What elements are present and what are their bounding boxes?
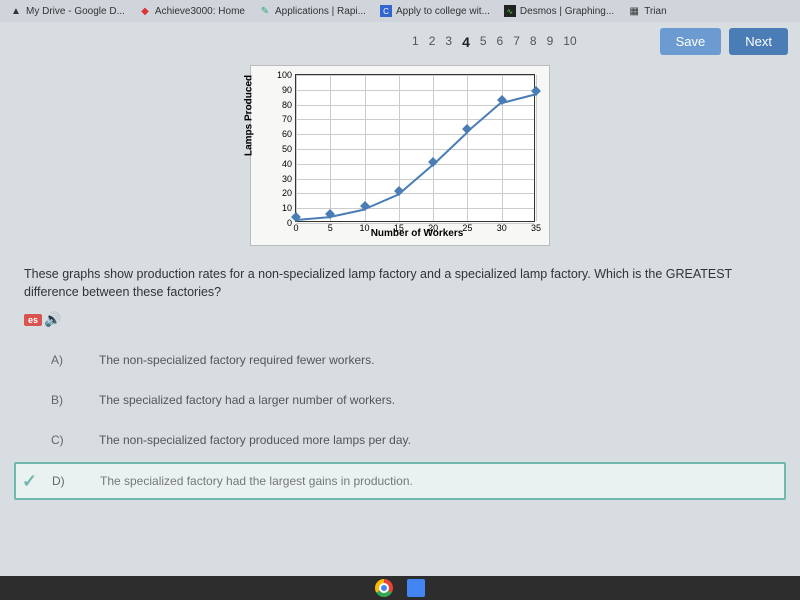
y-tick-label: 50	[282, 144, 292, 154]
x-tick-label: 30	[497, 223, 507, 233]
docs-icon[interactable]	[407, 579, 425, 597]
tab-label: Desmos | Graphing...	[520, 6, 614, 17]
tab-label: Apply to college wit...	[396, 6, 490, 17]
page-number[interactable]: 10	[563, 34, 576, 50]
question-pagination: 123456789 10	[412, 34, 577, 50]
y-tick-label: 80	[282, 100, 292, 110]
browser-tab[interactable]: ✎ Applications | Rapi...	[253, 3, 372, 19]
x-tick-label: 20	[428, 223, 438, 233]
x-tick-label: 5	[328, 223, 333, 233]
y-tick-label: 0	[287, 218, 292, 228]
y-tick-label: 30	[282, 174, 292, 184]
browser-tab[interactable]: ▲ My Drive - Google D...	[4, 3, 131, 19]
browser-tab-strip: ▲ My Drive - Google D... ◆ Achieve3000: Ho…	[0, 0, 800, 22]
answer-text: The specialized factory had the largest …	[100, 474, 413, 488]
answer-letter: B)	[51, 393, 71, 407]
page-number[interactable]: 2	[429, 34, 436, 50]
answer-option[interactable]: B) The specialized factory had a larger n…	[14, 382, 786, 418]
y-tick-label: 100	[277, 70, 292, 80]
answer-letter: D)	[52, 474, 72, 488]
y-tick-label: 60	[282, 129, 292, 139]
answer-text: The non-specialized factory produced mor…	[99, 433, 411, 447]
page-header: 123456789 10 Save Next	[0, 22, 800, 59]
answer-option[interactable]: C) The non-specialized factory produced m…	[14, 422, 786, 458]
app-icon: ✎	[259, 5, 271, 17]
page-number[interactable]: 6	[497, 34, 504, 50]
next-button[interactable]: Next	[729, 28, 788, 55]
y-tick-label: 70	[282, 114, 292, 124]
browser-tab[interactable]: ◆ Achieve3000: Home	[133, 3, 251, 19]
tab-label: Trian	[644, 6, 666, 17]
tab-label: Applications | Rapi...	[275, 6, 366, 17]
tab-label: Achieve3000: Home	[155, 6, 245, 17]
answer-letter: C)	[51, 433, 71, 447]
page-number[interactable]: 7	[513, 34, 520, 50]
tab-label: My Drive - Google D...	[26, 6, 125, 17]
y-tick-label: 10	[282, 203, 292, 213]
y-tick-label: 90	[282, 85, 292, 95]
audio-controls[interactable]: es 🔊	[24, 311, 61, 328]
chart-container: Lamps Produced 0102030405060708090100051…	[250, 65, 550, 246]
page-number[interactable]: 8	[530, 34, 537, 50]
page-number[interactable]: 3	[445, 34, 452, 50]
answer-text: The specialized factory had a larger num…	[99, 393, 395, 407]
page-number[interactable]: 4	[462, 34, 470, 50]
browser-tab[interactable]: ▦ Trian	[622, 3, 672, 19]
chart-y-axis-label: Lamps Produced	[244, 74, 255, 155]
achieve-icon: ◆	[139, 5, 151, 17]
language-badge: es	[24, 314, 42, 326]
save-button[interactable]: Save	[660, 28, 722, 55]
page-number[interactable]: 9	[547, 34, 554, 50]
x-tick-label: 10	[360, 223, 370, 233]
x-tick-label: 25	[462, 223, 472, 233]
college-icon: C	[380, 5, 392, 17]
x-tick-label: 15	[394, 223, 404, 233]
answer-list: A) The non-specialized factory required f…	[0, 342, 800, 500]
answer-letter: A)	[51, 353, 71, 367]
desmos-icon: ∿	[504, 5, 516, 17]
x-tick-label: 35	[531, 223, 541, 233]
answer-option[interactable]: A) The non-specialized factory required f…	[14, 342, 786, 378]
question-text: These graphs show production rates for a…	[0, 258, 800, 307]
y-tick-label: 20	[282, 188, 292, 198]
y-tick-label: 40	[282, 159, 292, 169]
answer-text: The non-specialized factory required few…	[99, 353, 374, 367]
x-tick-label: 0	[293, 223, 298, 233]
page-number[interactable]: 1	[412, 34, 419, 50]
page-number[interactable]: 5	[480, 34, 487, 50]
check-icon: ✓	[22, 471, 37, 492]
browser-tab[interactable]: C Apply to college wit...	[374, 3, 496, 19]
os-taskbar	[0, 576, 800, 600]
speaker-icon[interactable]: 🔊	[44, 311, 61, 328]
generic-icon: ▦	[628, 5, 640, 17]
chrome-icon[interactable]	[375, 579, 393, 597]
answer-option[interactable]: ✓ D) The specialized factory had the large…	[14, 462, 786, 500]
chart-plot: 010203040506070809010005101520253035	[295, 74, 535, 222]
drive-icon: ▲	[10, 5, 22, 17]
browser-tab[interactable]: ∿ Desmos | Graphing...	[498, 3, 620, 19]
